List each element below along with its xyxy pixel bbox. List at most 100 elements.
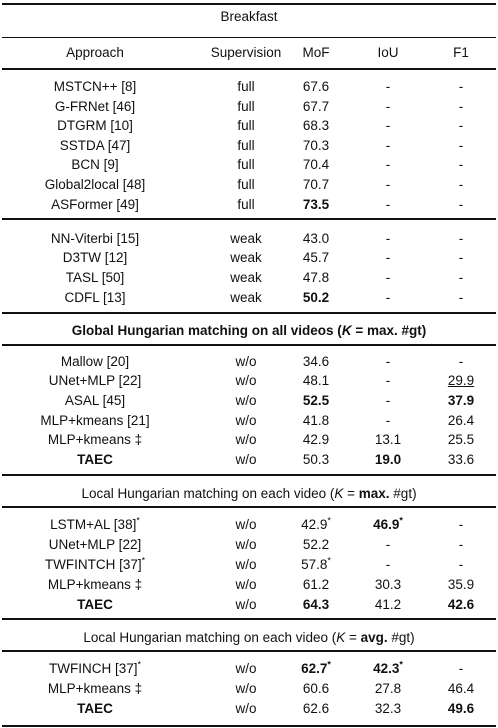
supervision-cell: w/o bbox=[235, 661, 257, 676]
supervision-cell: w/o bbox=[235, 681, 257, 696]
f1-cell: - bbox=[458, 79, 464, 94]
f1-cell: 42.6 bbox=[447, 597, 475, 612]
f1-cell: - bbox=[458, 177, 464, 192]
iou-cell: - bbox=[385, 354, 391, 369]
iou-cell: - bbox=[385, 290, 391, 305]
f1-cell: - bbox=[458, 557, 464, 572]
f1-cell: 25.5 bbox=[447, 432, 475, 447]
mof-cell: 52.5 bbox=[302, 393, 330, 408]
iou-cell: 32.3 bbox=[374, 701, 402, 716]
f1-cell: - bbox=[458, 250, 464, 265]
f1-cell: - bbox=[458, 537, 464, 552]
iou-cell: - bbox=[385, 270, 391, 285]
iou-cell: 42.3* bbox=[373, 659, 403, 676]
section-title: Local Hungarian matching on each video (… bbox=[81, 486, 417, 501]
approach-cell: MLP+kmeans [21] bbox=[40, 413, 150, 428]
iou-cell: - bbox=[385, 157, 391, 172]
approach-cell: UNet+MLP [22] bbox=[48, 537, 142, 552]
supervision-cell: full bbox=[237, 157, 255, 172]
column-header: IoU bbox=[377, 45, 399, 60]
supervision-cell: weak bbox=[230, 270, 262, 285]
supervision-cell: weak bbox=[230, 231, 262, 246]
mof-cell: 60.6 bbox=[302, 681, 330, 696]
supervision-cell: w/o bbox=[235, 701, 257, 716]
approach-cell: Global2local [48] bbox=[44, 177, 146, 192]
iou-cell: - bbox=[385, 99, 391, 114]
f1-cell: - bbox=[458, 99, 464, 114]
supervision-cell: w/o bbox=[235, 577, 257, 592]
approach-cell: MSTCN++ [8] bbox=[53, 79, 137, 94]
f1-cell: 49.6 bbox=[447, 701, 475, 716]
mof-cell: 67.7 bbox=[302, 99, 330, 114]
approach-cell: BCN [9] bbox=[71, 157, 119, 172]
approach-cell: MLP+kmeans ‡ bbox=[47, 681, 143, 696]
mof-cell: 70.7 bbox=[302, 177, 330, 192]
iou-cell: 30.3 bbox=[374, 577, 402, 592]
dataset-title: Breakfast bbox=[220, 9, 278, 24]
iou-cell: - bbox=[385, 537, 391, 552]
table-rule bbox=[2, 725, 496, 727]
header-rule bbox=[2, 37, 496, 38]
table-rule bbox=[2, 344, 496, 346]
supervision-cell: full bbox=[237, 197, 255, 212]
iou-cell: - bbox=[385, 413, 391, 428]
approach-cell: TAEC bbox=[77, 597, 113, 612]
supervision-cell: w/o bbox=[235, 432, 257, 447]
f1-cell: - bbox=[458, 517, 464, 532]
supervision-cell: full bbox=[237, 79, 255, 94]
f1-cell: - bbox=[458, 118, 464, 133]
mof-cell: 57.8* bbox=[301, 555, 331, 572]
supervision-cell: full bbox=[237, 177, 255, 192]
f1-cell: - bbox=[458, 231, 464, 246]
table-rule bbox=[2, 506, 496, 508]
supervision-cell: w/o bbox=[235, 373, 257, 388]
f1-cell: - bbox=[458, 197, 464, 212]
iou-cell: - bbox=[385, 197, 391, 212]
f1-cell: 29.9 bbox=[447, 373, 475, 388]
iou-cell: - bbox=[385, 393, 391, 408]
column-header: MoF bbox=[302, 45, 330, 60]
mof-cell: 43.0 bbox=[302, 231, 330, 246]
f1-cell: 46.4 bbox=[447, 681, 475, 696]
approach-cell: CDFL [13] bbox=[64, 290, 126, 305]
approach-cell: TWFINCH [37]* bbox=[48, 659, 142, 676]
iou-cell: - bbox=[385, 79, 391, 94]
supervision-cell: full bbox=[237, 138, 255, 153]
supervision-cell: w/o bbox=[235, 557, 257, 572]
approach-cell: LSTM+AL [38]* bbox=[50, 515, 140, 532]
f1-cell: - bbox=[458, 138, 464, 153]
f1-cell: - bbox=[458, 157, 464, 172]
column-header: F1 bbox=[453, 45, 469, 60]
supervision-cell: w/o bbox=[235, 597, 257, 612]
approach-cell: TASL [50] bbox=[65, 270, 125, 285]
mof-cell: 62.6 bbox=[302, 701, 330, 716]
mof-cell: 50.2 bbox=[302, 290, 330, 305]
iou-cell: 27.8 bbox=[374, 681, 402, 696]
supervision-cell: w/o bbox=[235, 517, 257, 532]
supervision-cell: w/o bbox=[235, 354, 257, 369]
approach-cell: TWFINTCH [37]* bbox=[44, 555, 146, 572]
mof-cell: 52.2 bbox=[302, 537, 330, 552]
iou-cell: 13.1 bbox=[374, 432, 402, 447]
supervision-cell: full bbox=[237, 99, 255, 114]
table-rule bbox=[2, 3, 496, 5]
column-header: Approach bbox=[66, 45, 124, 60]
f1-cell: - bbox=[458, 354, 464, 369]
approach-cell: TAEC bbox=[77, 701, 113, 716]
iou-cell: 19.0 bbox=[374, 452, 402, 467]
f1-cell: - bbox=[458, 661, 464, 676]
supervision-cell: weak bbox=[230, 290, 262, 305]
mof-cell: 67.6 bbox=[302, 79, 330, 94]
iou-cell: - bbox=[385, 557, 391, 572]
table-rule bbox=[2, 218, 496, 220]
mof-cell: 48.1 bbox=[302, 373, 330, 388]
mof-cell: 42.9* bbox=[301, 515, 331, 532]
supervision-cell: w/o bbox=[235, 452, 257, 467]
supervision-cell: weak bbox=[230, 250, 262, 265]
approach-cell: NN-Viterbi [15] bbox=[50, 231, 140, 246]
approach-cell: ASAL [45] bbox=[64, 393, 126, 408]
approach-cell: SSTDA [47] bbox=[59, 138, 131, 153]
mof-cell: 70.3 bbox=[302, 138, 330, 153]
table-rule bbox=[2, 474, 496, 476]
iou-cell: 46.9* bbox=[373, 515, 403, 532]
